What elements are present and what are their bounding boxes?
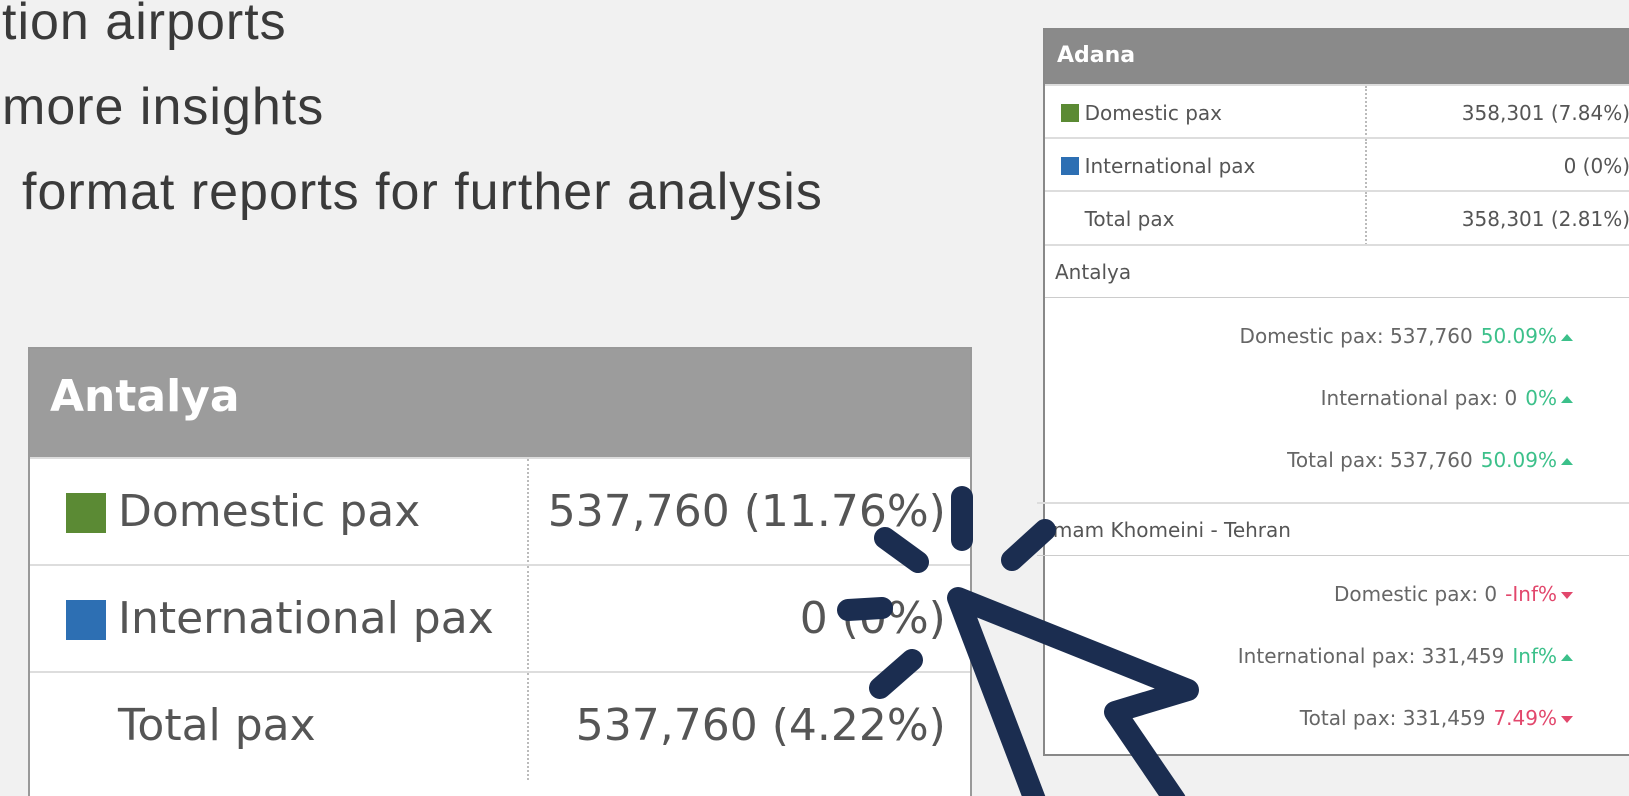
slide: tion airports more insights format repor… (0, 0, 1629, 796)
click-cursor (0, 0, 1629, 796)
